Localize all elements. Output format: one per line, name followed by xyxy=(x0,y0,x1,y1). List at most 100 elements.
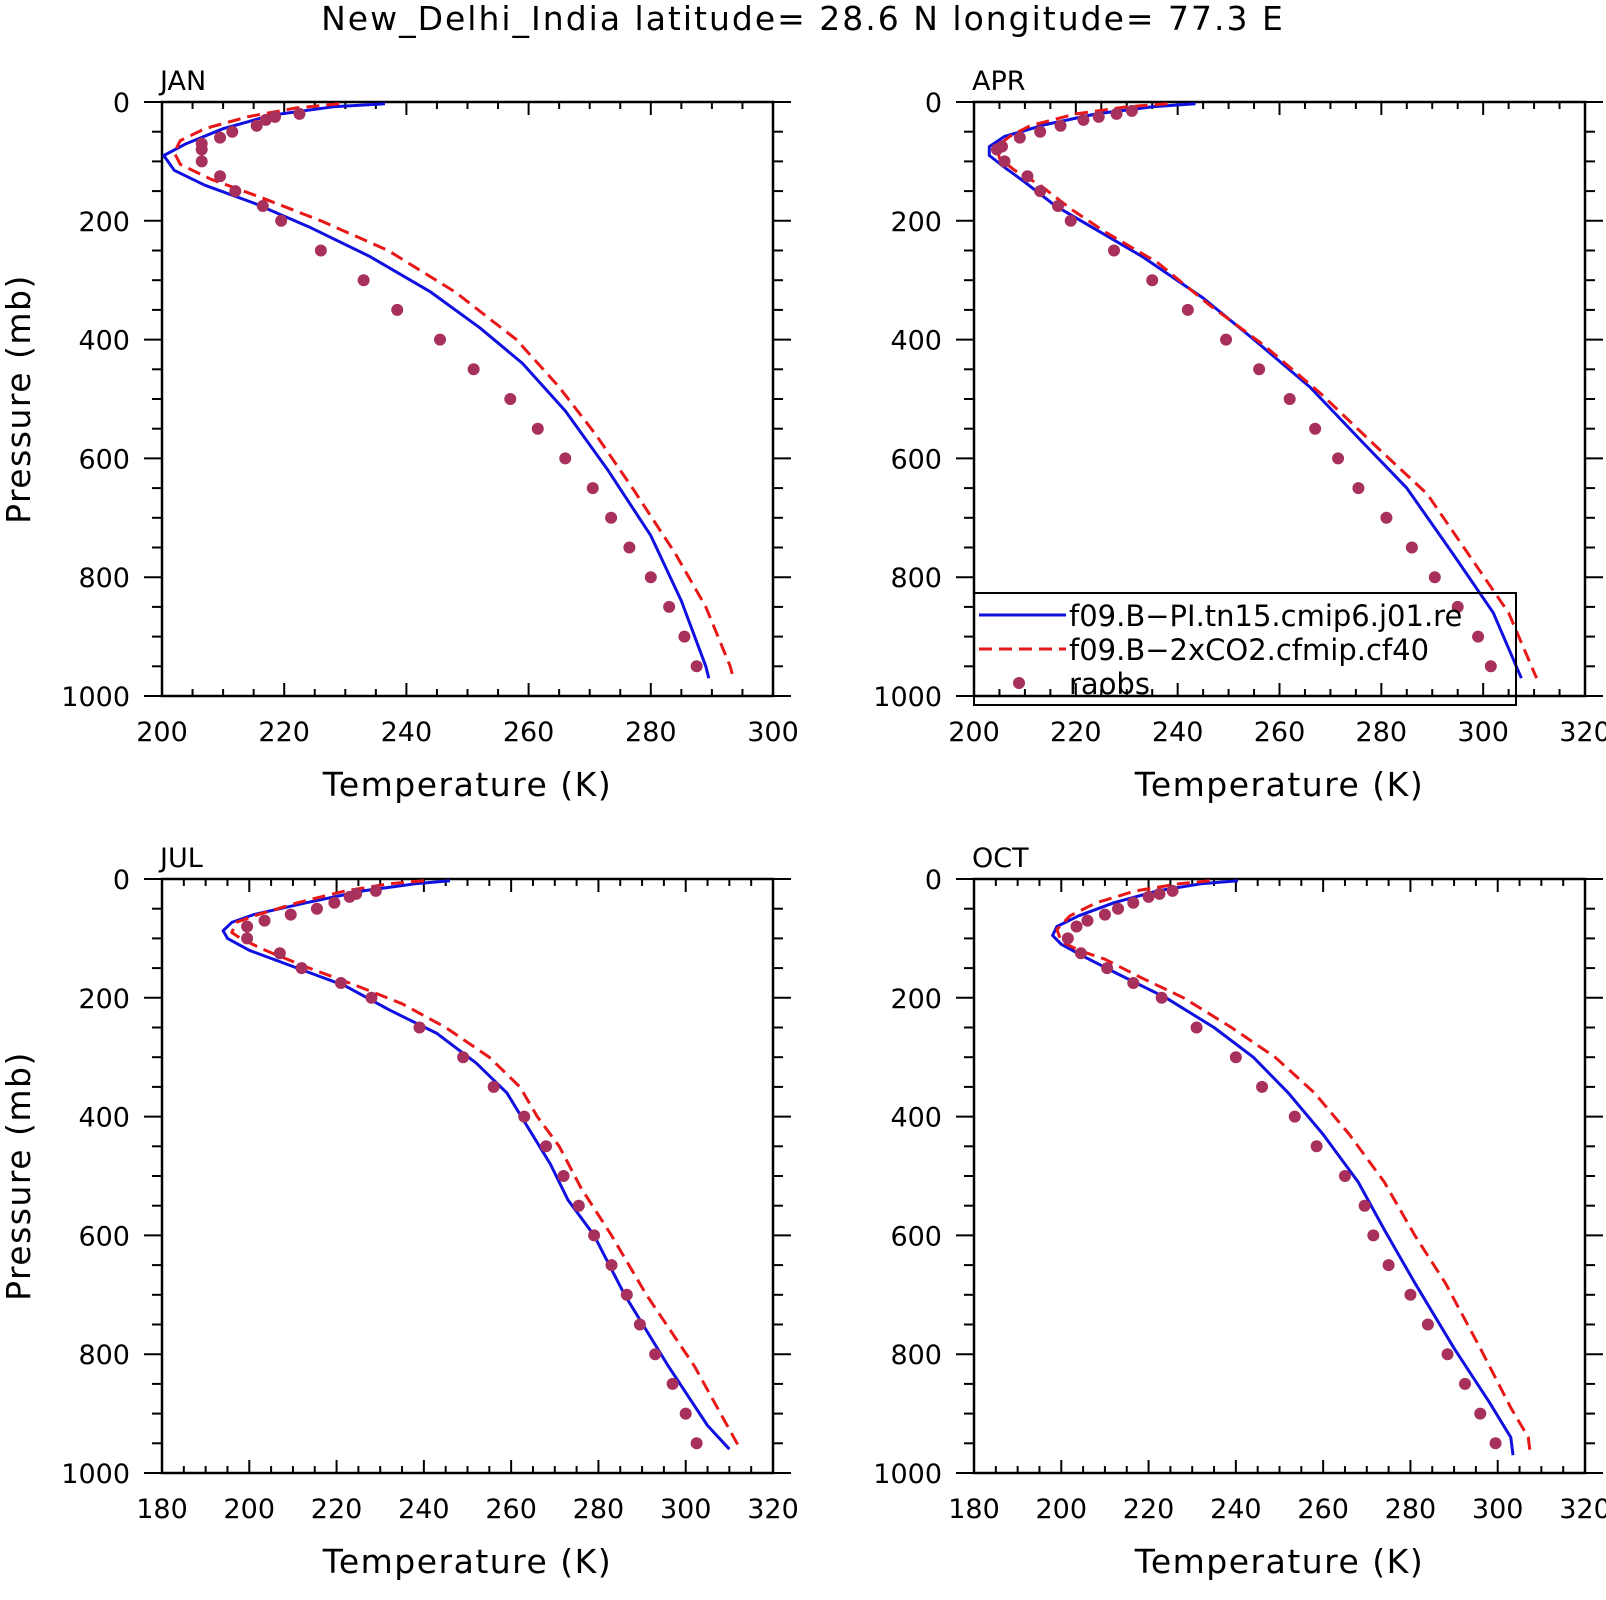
x-tick-label: 200 xyxy=(136,717,188,748)
raobs-point xyxy=(1404,1288,1417,1301)
x-tick-label: 220 xyxy=(258,717,310,748)
legend-marker-raobs xyxy=(1013,677,1025,689)
y-axis-label: Pressure (mb) xyxy=(0,274,38,524)
raobs-point xyxy=(1256,1080,1269,1093)
raobs-point xyxy=(214,170,227,183)
raobs-point xyxy=(605,1259,618,1272)
raobs-point xyxy=(229,185,242,198)
raobs-point xyxy=(434,333,447,346)
y-tick-label: 1000 xyxy=(61,682,130,713)
y-tick-label: 600 xyxy=(78,1221,130,1252)
y-tick-label: 1000 xyxy=(873,1459,942,1490)
x-tick-label: 280 xyxy=(1356,717,1408,748)
x-tick-label: 200 xyxy=(1036,1494,1088,1525)
panel-label: APR xyxy=(972,66,1026,97)
series-line-2xco2 xyxy=(172,102,735,679)
y-tick-label: 400 xyxy=(78,326,130,357)
raobs-point xyxy=(1127,976,1140,989)
raobs-point xyxy=(1190,1021,1203,1034)
x-tick-label: 240 xyxy=(398,1494,450,1525)
raobs-point xyxy=(1142,890,1155,903)
raobs-point xyxy=(1229,1051,1242,1064)
raobs-point xyxy=(256,199,269,212)
raobs-point xyxy=(572,1199,585,1212)
raobs-point xyxy=(413,1021,426,1034)
legend-label: f09.B−PI.tn15.cmip6.j01.re xyxy=(1069,599,1462,633)
raobs-point xyxy=(1338,1170,1351,1182)
raobs-point xyxy=(678,630,691,643)
raobs-point xyxy=(1484,660,1497,673)
raobs-point xyxy=(369,884,382,897)
y-tick-label: 400 xyxy=(890,1103,942,1134)
raobs-point xyxy=(1352,482,1365,495)
raobs-point xyxy=(605,511,618,524)
raobs-point xyxy=(310,902,323,915)
raobs-point xyxy=(273,947,286,960)
x-tick-label: 220 xyxy=(311,1494,363,1525)
y-tick-label: 800 xyxy=(890,563,942,594)
legend-label: f09.B−2xCO2.cfmip.cf40 xyxy=(1069,633,1429,667)
raobs-point xyxy=(195,155,208,168)
y-tick-label: 0 xyxy=(925,88,942,119)
raobs-point xyxy=(1474,1407,1487,1420)
raobs-point xyxy=(690,660,703,673)
plot-frame xyxy=(160,100,775,698)
x-tick-label: 180 xyxy=(136,1494,188,1525)
raobs-point xyxy=(1125,104,1138,117)
raobs-point xyxy=(365,991,378,1004)
raobs-point xyxy=(1421,1318,1434,1331)
raobs-point xyxy=(295,962,308,975)
x-axis-label: Temperature (K) xyxy=(322,1542,612,1581)
raobs-point xyxy=(214,131,227,144)
panel-jul: 180 200 220 240 260 280 300 320 0 200 400 600 800 100… xyxy=(0,843,799,1581)
raobs-point xyxy=(1382,1259,1395,1272)
raobs-point xyxy=(1367,1229,1380,1242)
raobs-point xyxy=(1428,571,1441,584)
raobs-point xyxy=(1283,393,1296,405)
raobs-point xyxy=(1081,914,1094,927)
raobs-point xyxy=(1064,214,1077,227)
raobs-point xyxy=(663,600,676,613)
raobs-point xyxy=(391,303,404,316)
raobs-point xyxy=(588,1229,601,1242)
raobs-point xyxy=(1034,125,1047,138)
x-tick-label: 260 xyxy=(1254,717,1306,748)
raobs-point xyxy=(241,920,254,933)
series-line-2xco2 xyxy=(230,879,742,1450)
x-tick-label: 240 xyxy=(381,717,433,748)
x-tick-label: 320 xyxy=(747,1494,799,1525)
x-tick-label: 260 xyxy=(485,1494,537,1525)
y-tick-label: 600 xyxy=(890,1221,942,1252)
raobs-point xyxy=(258,914,271,927)
raobs-point xyxy=(328,896,341,909)
raobs-point xyxy=(1489,1437,1502,1450)
y-tick-label: 0 xyxy=(113,865,130,896)
x-tick-label: 240 xyxy=(1210,1494,1262,1525)
y-tick-label: 1000 xyxy=(873,682,942,713)
raobs-point xyxy=(586,482,599,495)
raobs-point xyxy=(531,422,544,435)
panel-label: JAN xyxy=(158,66,206,97)
raobs-point xyxy=(1458,1377,1471,1390)
panel-apr: 200 220 240 260 280 300 320 0 200 400 600 800 1000 AP… xyxy=(873,66,1606,804)
x-tick-label: 220 xyxy=(1050,717,1102,748)
series-line-pi xyxy=(162,102,711,679)
x-axis-label: Temperature (K) xyxy=(1134,765,1424,804)
raobs-point xyxy=(1061,932,1074,945)
raobs-point xyxy=(1052,199,1065,212)
series-line-pi xyxy=(1051,879,1515,1456)
series-line-pi xyxy=(221,879,731,1451)
x-tick-label: 320 xyxy=(1559,717,1606,748)
y-tick-label: 400 xyxy=(890,326,942,357)
x-tick-label: 260 xyxy=(503,717,555,748)
raobs-point xyxy=(1098,908,1111,921)
raobs-point xyxy=(1110,107,1123,120)
raobs-point xyxy=(990,143,1003,156)
x-tick-label: 300 xyxy=(660,1494,712,1525)
x-tick-label: 280 xyxy=(625,717,677,748)
raobs-point xyxy=(644,571,657,584)
raobs-point xyxy=(620,1288,633,1301)
raobs-point xyxy=(1054,119,1067,132)
x-tick-label: 300 xyxy=(1472,1494,1524,1525)
